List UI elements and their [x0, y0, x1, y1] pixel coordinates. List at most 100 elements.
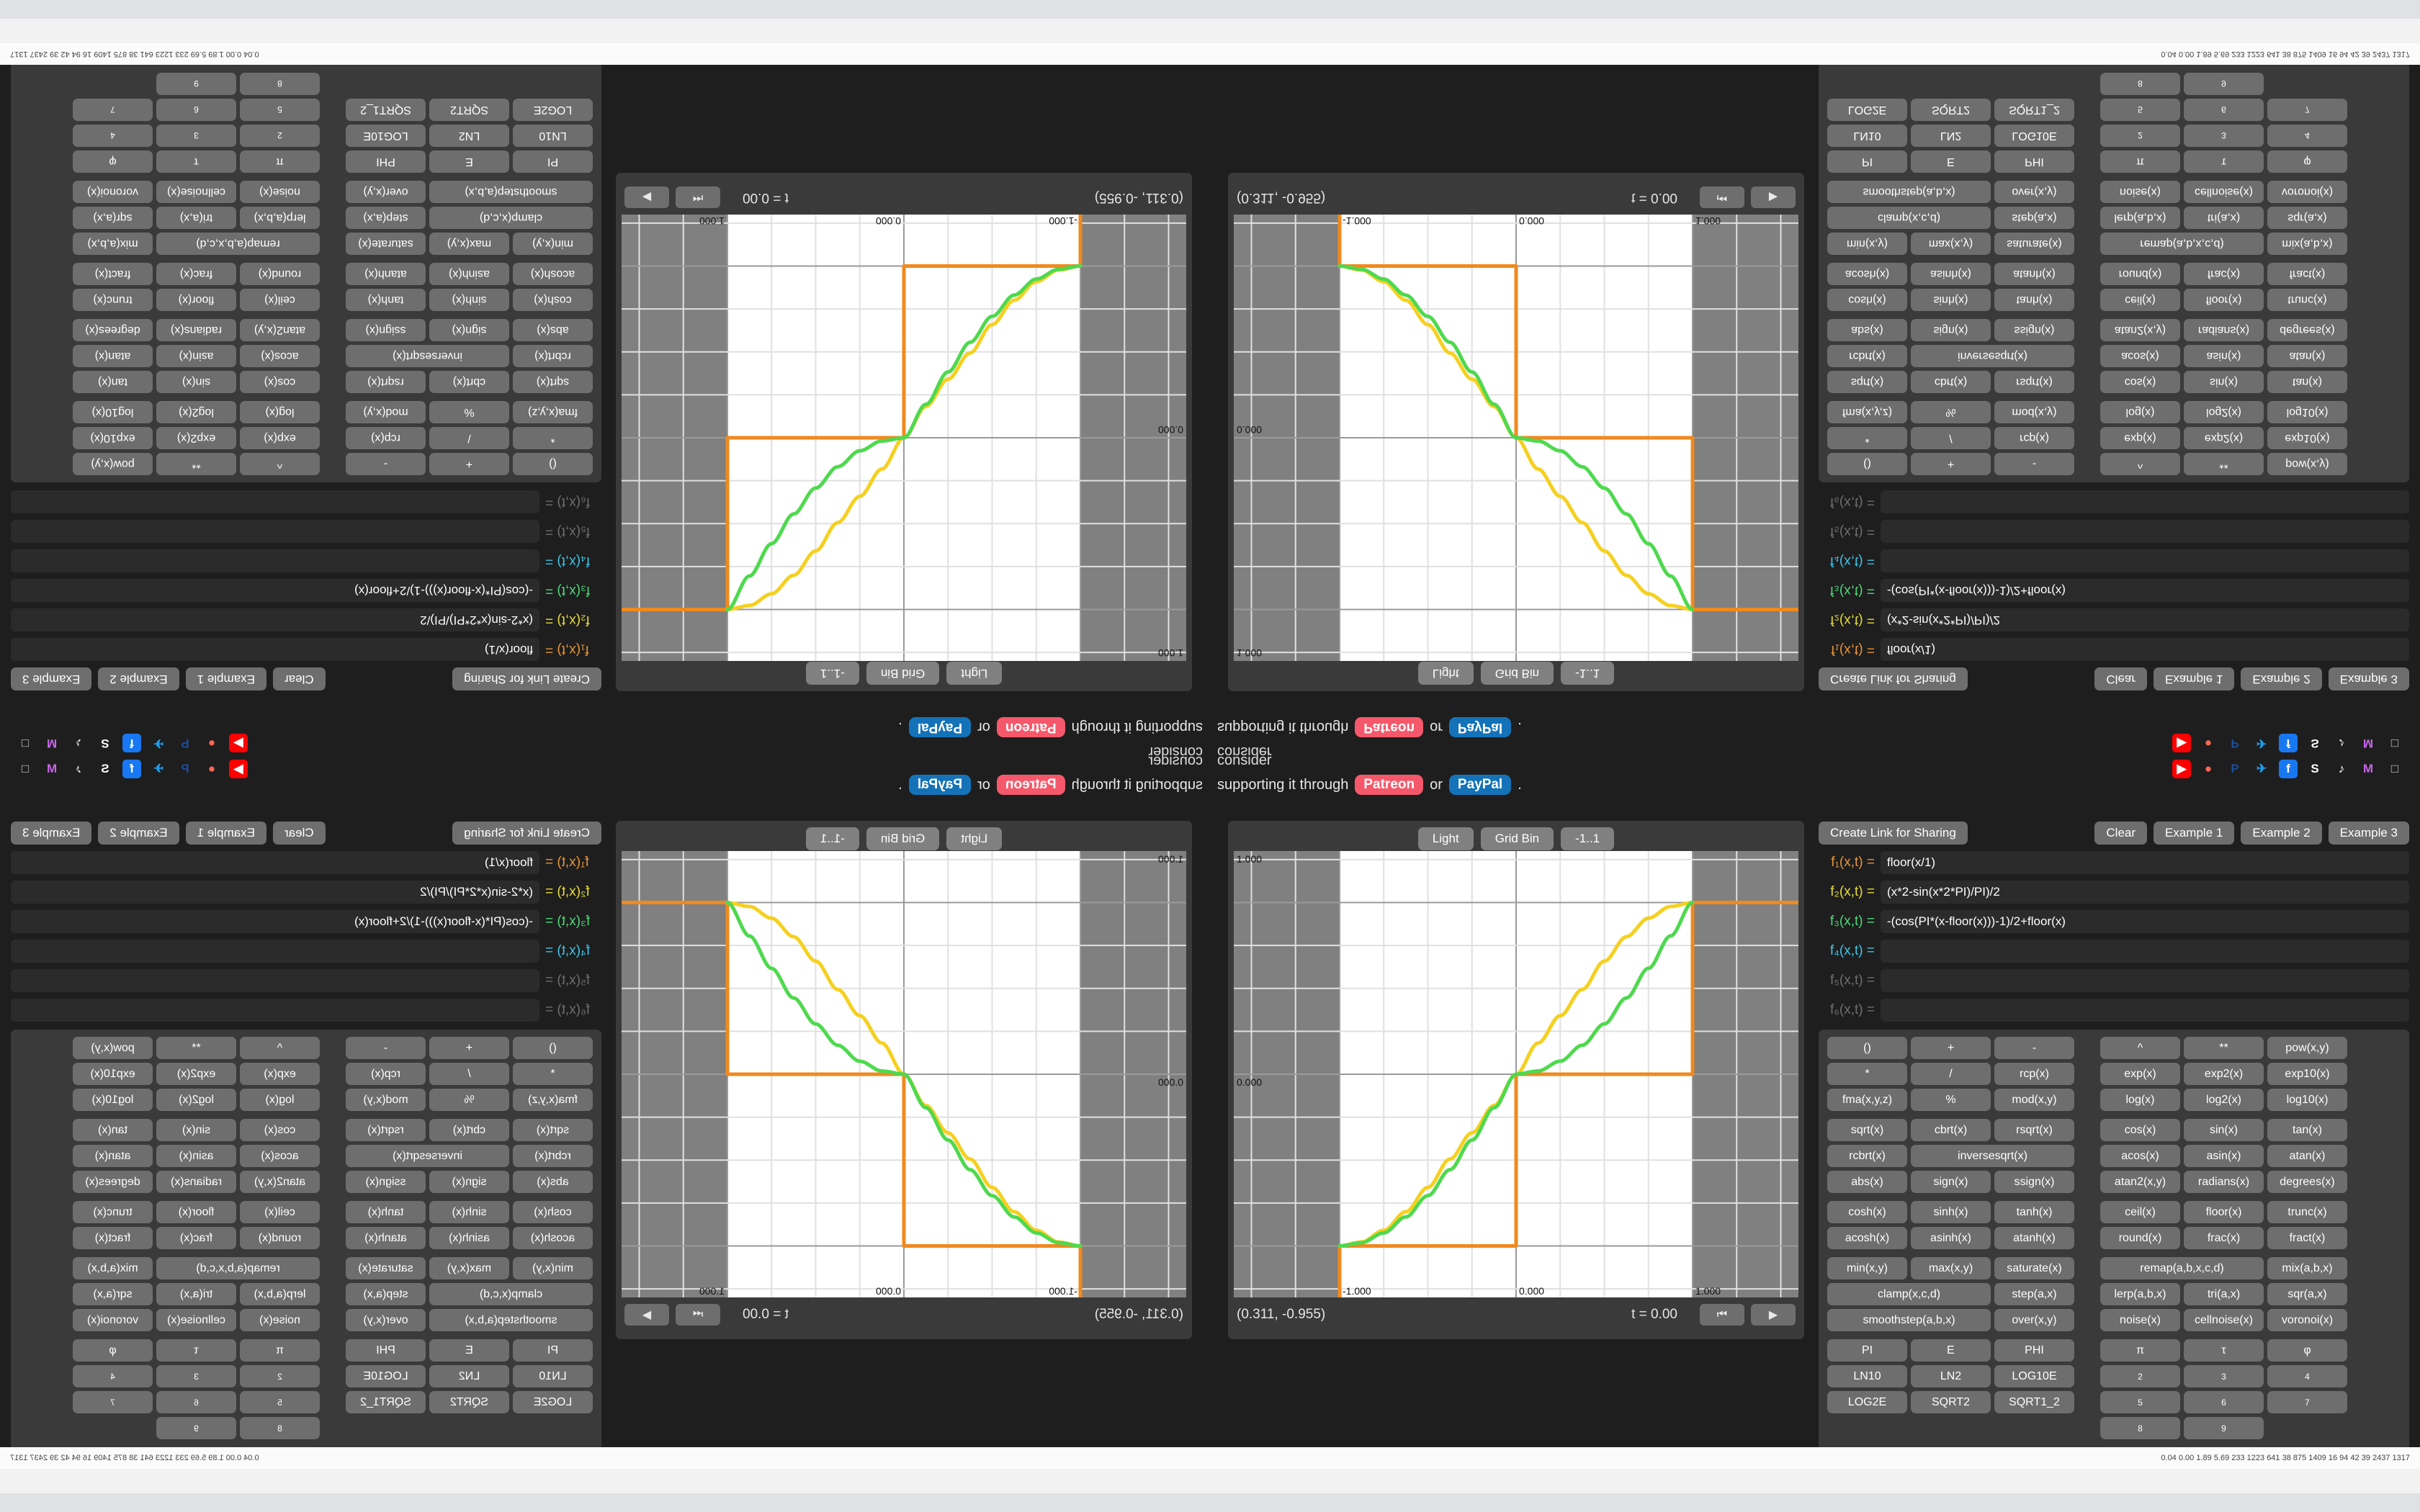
fn-button-cos-x[interactable]: cos(x) [240, 371, 320, 393]
fn-button-[interactable]: ^ [2100, 1037, 2180, 1059]
fn-button-atan-x[interactable]: atan(x) [2267, 345, 2347, 367]
graph-toolbar-button-grid-bin[interactable]: Grid Bin [866, 827, 940, 850]
fn-button-ln10[interactable]: LN10 [1827, 125, 1907, 147]
social-links[interactable]: ▶ ● P ✈ f S ♪ M □ [2172, 760, 2404, 778]
example-2-button[interactable]: Example 2 [2241, 667, 2322, 690]
fn-button-[interactable]: () [513, 453, 593, 475]
fn-button-[interactable]: % [1911, 1089, 1991, 1111]
fn-button-sqrt1_2[interactable]: SQRT1_2 [346, 1391, 426, 1413]
formula-input-6[interactable] [1881, 490, 2409, 514]
graph-canvas[interactable]: 1.000 0.000 -1.000 0.000 1.000 [1232, 92, 1801, 661]
fn-button-sinh-x[interactable]: sinh(x) [1911, 289, 1991, 311]
fn-button-sqrt1_2[interactable]: SQRT1_2 [1994, 99, 2074, 121]
fn-button-atan2-x-y[interactable]: atan2(x,y) [2100, 1171, 2180, 1193]
formula-input-3[interactable] [11, 579, 539, 603]
formula-input-5[interactable] [1881, 520, 2409, 544]
fn-button-tanh-x[interactable]: tanh(x) [346, 289, 426, 311]
formula-input-6[interactable] [11, 490, 539, 514]
youtube-icon[interactable]: ▶ [229, 760, 248, 778]
fn-button-ceil-x[interactable]: ceil(x) [240, 1201, 320, 1223]
fn-button-acosh-x[interactable]: acosh(x) [513, 263, 593, 285]
fn-button-ln2[interactable]: LN2 [1911, 1365, 1991, 1387]
fn-button-fma-x-y-z[interactable]: fma(x,y,z) [513, 401, 593, 423]
fn-button-round-x[interactable]: round(x) [2100, 1227, 2180, 1249]
fn-button-remap-a-b-x-c-d[interactable]: remap(a,b,x,c,d) [156, 1257, 320, 1279]
fn-button-ssign-x[interactable]: ssign(x) [346, 319, 426, 341]
play-button[interactable]: ▶ [1751, 186, 1796, 208]
fn-button-frac-x[interactable]: frac(x) [156, 1227, 236, 1249]
fn-button-radians-x[interactable]: radians(x) [2184, 1171, 2264, 1193]
fn-button-sqr-a-x[interactable]: sqr(a,x) [2267, 1283, 2347, 1305]
example-2-button[interactable]: Example 2 [2241, 822, 2322, 845]
mastodon-icon[interactable]: M [42, 734, 61, 752]
fn-button-voronoi-x[interactable]: voronoi(x) [73, 1309, 153, 1331]
social-links[interactable]: ▶ ● P ✈ f S ♪ M □ [16, 734, 248, 752]
graph-toolbar-button--1-1[interactable]: -1..1 [805, 662, 859, 685]
fn-button-voronoi-x[interactable]: voronoi(x) [73, 181, 153, 203]
fn-button-trunc-x[interactable]: trunc(x) [2267, 1201, 2347, 1223]
fn-button-tan-x[interactable]: tan(x) [2267, 1119, 2347, 1141]
fn-button-log2e[interactable]: LOG2E [1827, 99, 1907, 121]
patreon-button[interactable]: Patreon [1355, 775, 1424, 795]
fn-button-ssign-x[interactable]: ssign(x) [1994, 319, 2074, 341]
fn-button-tri-a-x[interactable]: tri(a,x) [156, 1283, 236, 1305]
fn-button-tan-x[interactable]: tan(x) [73, 1119, 153, 1141]
fn-button-9[interactable]: 9 [156, 1417, 236, 1439]
fn-button-mix-a-b-x[interactable]: mix(a,b,x) [73, 233, 153, 255]
fn-button-rcp-x[interactable]: rcp(x) [1994, 427, 2074, 449]
fn-button-asin-x[interactable]: asin(x) [2184, 1145, 2264, 1167]
example-3-button[interactable]: Example 3 [11, 667, 92, 690]
fn-button-noise-x[interactable]: noise(x) [240, 181, 320, 203]
fn-button-[interactable]: φ [2267, 150, 2347, 173]
fn-button-3[interactable]: 3 [156, 1365, 236, 1387]
patreon-icon[interactable]: ● [202, 760, 221, 778]
fn-button-rsqrt-x[interactable]: rsqrt(x) [346, 1119, 426, 1141]
fn-button-max-x-y[interactable]: max(x,y) [429, 1257, 509, 1279]
fn-button-clamp-x-c-d[interactable]: clamp(x,c,d) [1827, 1283, 1991, 1305]
fn-button-cbrt-x[interactable]: cbrt(x) [429, 1119, 509, 1141]
formula-input-2[interactable] [11, 608, 539, 632]
tiktok-icon[interactable]: ♪ [2332, 734, 2351, 752]
fn-button-acos-x[interactable]: acos(x) [240, 345, 320, 367]
graph-toolbar[interactable]: Light Grid Bin -1..1 [622, 661, 1186, 685]
fn-button-e[interactable]: E [429, 150, 509, 173]
fn-button-5[interactable]: 5 [2100, 1391, 2180, 1413]
fn-button-[interactable]: * [1827, 1063, 1907, 1085]
fn-button-trunc-x[interactable]: trunc(x) [73, 1201, 153, 1223]
fn-button-atanh-x[interactable]: atanh(x) [1994, 1227, 2074, 1249]
fn-button-acos-x[interactable]: acos(x) [2100, 1145, 2180, 1167]
fn-button-lerp-a-b-x[interactable]: lerp(a,b,x) [240, 207, 320, 229]
fn-button-sinh-x[interactable]: sinh(x) [1911, 1201, 1991, 1223]
fn-button-abs-x[interactable]: abs(x) [1827, 319, 1907, 341]
example-3-button[interactable]: Example 3 [11, 822, 92, 845]
fn-button-[interactable]: () [1827, 453, 1907, 475]
fn-button-atan2-x-y[interactable]: atan2(x,y) [240, 1171, 320, 1193]
formula-input-4[interactable] [11, 939, 539, 963]
fn-button-ssign-x[interactable]: ssign(x) [1994, 1171, 2074, 1193]
threads-icon[interactable]: □ [16, 734, 35, 752]
fn-button-log10e[interactable]: LOG10E [346, 1365, 426, 1387]
paypal-button[interactable]: PayPal [908, 717, 972, 737]
fn-button-tri-a-x[interactable]: tri(a,x) [2184, 207, 2264, 229]
fn-button-fract-x[interactable]: fract(x) [73, 1227, 153, 1249]
play-button[interactable]: ▶ [624, 186, 669, 208]
fn-button-exp-x[interactable]: exp(x) [2100, 1063, 2180, 1085]
formula-input-5[interactable] [1881, 968, 2409, 992]
fn-button-acosh-x[interactable]: acosh(x) [513, 1227, 593, 1249]
fn-button-atan-x[interactable]: atan(x) [73, 345, 153, 367]
fn-button-max-x-y[interactable]: max(x,y) [429, 233, 509, 255]
shadertoy-icon[interactable]: S [2305, 734, 2324, 752]
fn-button-fract-x[interactable]: fract(x) [2267, 1227, 2347, 1249]
fn-button-2[interactable]: 2 [2100, 1365, 2180, 1387]
fn-button-rcbrt-x[interactable]: rcbrt(x) [513, 1145, 593, 1167]
fn-button-log-x[interactable]: log(x) [2100, 1089, 2180, 1111]
fn-button-log2-x[interactable]: log2(x) [2184, 1089, 2264, 1111]
fn-button-exp2-x[interactable]: exp2(x) [156, 427, 236, 449]
tiktok-icon[interactable]: ♪ [69, 760, 88, 778]
fn-button-[interactable]: π [2100, 1339, 2180, 1362]
function-keypad[interactable]: () + - ^ ** pow(x,y) * / rcp(x) exp(x) exp2(x) exp1… [1819, 43, 2409, 482]
fn-button-over-x-y[interactable]: over(x,y) [1994, 1309, 2074, 1331]
fn-button-[interactable]: % [1911, 401, 1991, 423]
fn-button-[interactable]: + [429, 1037, 509, 1059]
fn-button-3[interactable]: 3 [2184, 1365, 2264, 1387]
